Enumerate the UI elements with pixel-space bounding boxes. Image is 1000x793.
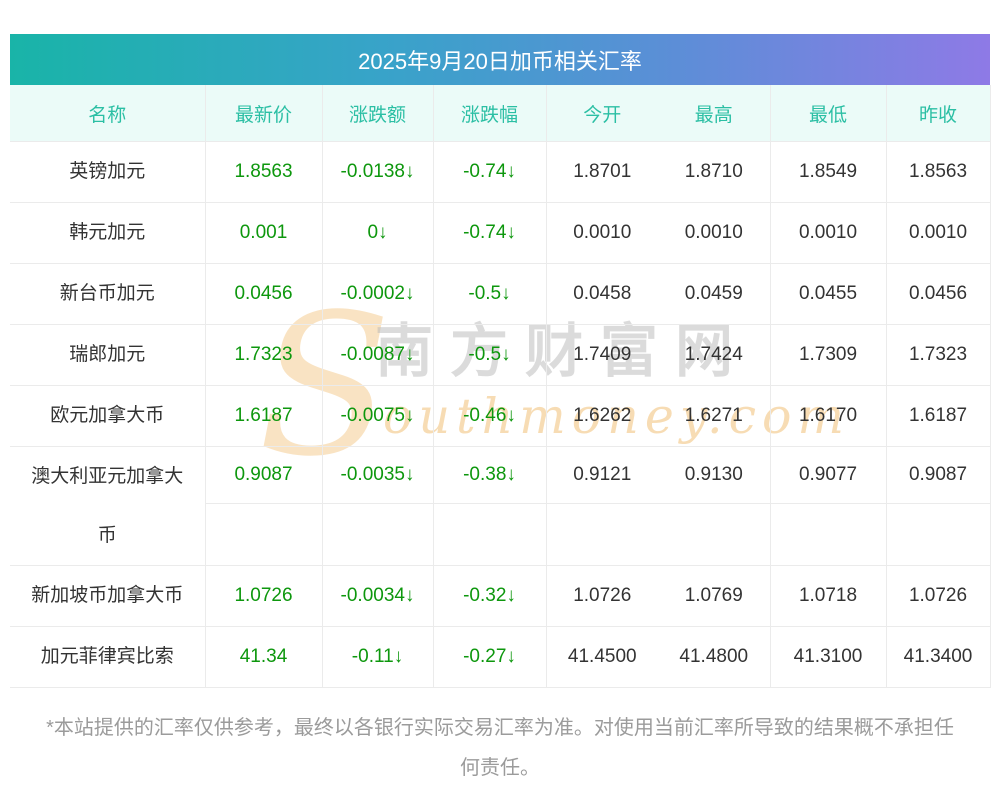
header-high: 最高: [658, 85, 771, 142]
cell-prev-close: 1.7323: [886, 324, 991, 386]
cell-open: 0.0458: [546, 263, 658, 325]
table-row: 欧元加拿大币 1.6187 -0.0075↓ -0.46↓ 1.6262 1.6…: [10, 385, 991, 447]
header-change-amount: 涨跌额: [322, 85, 434, 142]
table-row: 英镑加元 1.8563 -0.0138↓ -0.74↓ 1.8701 1.871…: [10, 141, 991, 203]
cell-change: -0.0035↓: [322, 446, 434, 504]
cell-high: 0.9130: [658, 446, 771, 504]
rates-card: 2025年9月20日加币相关汇率 名称 最新价 涨跌额 涨跌幅 今开 最高 最低…: [10, 34, 991, 788]
cell-name: 欧元加拿大币: [10, 385, 206, 447]
cell-prev-close: 0.9087: [886, 446, 991, 504]
spacer-cell: [658, 503, 771, 566]
cell-open: 41.4500: [546, 626, 658, 688]
cell-change: -0.11↓: [322, 626, 434, 688]
cell-change-pct: -0.74↓: [433, 202, 547, 264]
cell-change-pct: -0.27↓: [433, 626, 547, 688]
cell-change: 0↓: [322, 202, 434, 264]
cell-latest: 41.34: [205, 626, 323, 688]
cell-change-pct: -0.5↓: [433, 324, 547, 386]
cell-change: -0.0075↓: [322, 385, 434, 447]
spacer-cell: [886, 503, 991, 566]
cell-name: 澳大利亚元加拿大币: [10, 446, 206, 566]
cell-change-pct: -0.38↓: [433, 446, 547, 504]
cell-latest: 1.0726: [205, 565, 323, 627]
cell-low: 0.0010: [770, 202, 887, 264]
cell-prev-close: 41.3400: [886, 626, 991, 688]
cell-prev-close: 1.0726: [886, 565, 991, 627]
header-low: 最低: [770, 85, 887, 142]
header-prev-close: 昨收: [886, 85, 991, 142]
cell-high: 0.0010: [658, 202, 771, 264]
cell-prev-close: 0.0456: [886, 263, 991, 325]
cell-open: 0.9121: [546, 446, 658, 504]
cell-prev-close: 1.8563: [886, 141, 991, 203]
cell-name: 瑞郎加元: [10, 324, 206, 386]
cell-high: 1.0769: [658, 565, 771, 627]
spacer-cell: [205, 503, 323, 566]
cell-low: 41.3100: [770, 626, 887, 688]
cell-high: 1.6271: [658, 385, 771, 447]
table-row: 加元菲律宾比索 41.34 -0.11↓ -0.27↓ 41.4500 41.4…: [10, 626, 991, 688]
cell-open: 1.0726: [546, 565, 658, 627]
cell-latest: 1.7323: [205, 324, 323, 386]
cell-name: 新台币加元: [10, 263, 206, 325]
spacer-cell: [770, 503, 887, 566]
page-title: 2025年9月20日加币相关汇率: [358, 48, 642, 74]
cell-low: 0.9077: [770, 446, 887, 504]
cell-prev-close: 0.0010: [886, 202, 991, 264]
cell-change-pct: -0.32↓: [433, 565, 547, 627]
spacer-cell: [433, 503, 547, 566]
cell-change-pct: -0.46↓: [433, 385, 547, 447]
cell-open: 1.6262: [546, 385, 658, 447]
cell-low: 1.7309: [770, 324, 887, 386]
cell-name: 加元菲律宾比索: [10, 626, 206, 688]
header-name: 名称: [10, 85, 206, 142]
spacer-row: [10, 503, 991, 566]
cell-high: 0.0459: [658, 263, 771, 325]
header-change-percent: 涨跌幅: [433, 85, 547, 142]
cell-latest: 0.0456: [205, 263, 323, 325]
cell-open: 1.8701: [546, 141, 658, 203]
cell-latest: 0.001: [205, 202, 323, 264]
cell-high: 1.7424: [658, 324, 771, 386]
title-bar: 2025年9月20日加币相关汇率: [10, 34, 990, 85]
spacer-cell: [322, 503, 434, 566]
cell-change: -0.0138↓: [322, 141, 434, 203]
cell-name: 新加坡币加拿大币: [10, 565, 206, 627]
cell-change: -0.0034↓: [322, 565, 434, 627]
spacer-cell: [546, 503, 658, 566]
table-row: 瑞郎加元 1.7323 -0.0087↓ -0.5↓ 1.7409 1.7424…: [10, 324, 991, 386]
table-row: 韩元加元 0.001 0↓ -0.74↓ 0.0010 0.0010 0.001…: [10, 202, 991, 264]
cell-change: -0.0087↓: [322, 324, 434, 386]
cell-latest: 0.9087: [205, 446, 323, 504]
cell-prev-close: 1.6187: [886, 385, 991, 447]
cell-high: 1.8710: [658, 141, 771, 203]
header-row: 名称 最新价 涨跌额 涨跌幅 今开 最高 最低 昨收: [10, 85, 991, 142]
header-latest-price: 最新价: [205, 85, 323, 142]
cell-open: 0.0010: [546, 202, 658, 264]
cell-high: 41.4800: [658, 626, 771, 688]
header-open: 今开: [546, 85, 658, 142]
disclaimer-text: *本站提供的汇率仅供参考，最终以各银行实际交易汇率为准。对使用当前汇率所导致的结…: [46, 717, 954, 779]
cell-latest: 1.6187: [205, 385, 323, 447]
cell-change-pct: -0.74↓: [433, 141, 547, 203]
cell-name: 韩元加元: [10, 202, 206, 264]
cell-change: -0.0002↓: [322, 263, 434, 325]
cell-change-pct: -0.5↓: [433, 263, 547, 325]
cell-low: 1.8549: [770, 141, 887, 203]
table-row: 新台币加元 0.0456 -0.0002↓ -0.5↓ 0.0458 0.045…: [10, 263, 991, 325]
table-row: 澳大利亚元加拿大币 0.9087 -0.0035↓ -0.38↓ 0.9121 …: [10, 446, 991, 566]
cell-latest: 1.8563: [205, 141, 323, 203]
table-row: 新加坡币加拿大币 1.0726 -0.0034↓ -0.32↓ 1.0726 1…: [10, 565, 991, 627]
rates-table: 名称 最新价 涨跌额 涨跌幅 今开 最高 最低 昨收 英镑加元 1.8563 -…: [10, 85, 991, 688]
cell-low: 1.0718: [770, 565, 887, 627]
cell-name: 英镑加元: [10, 141, 206, 203]
cell-low: 0.0455: [770, 263, 887, 325]
cell-low: 1.6170: [770, 385, 887, 447]
cell-open: 1.7409: [546, 324, 658, 386]
